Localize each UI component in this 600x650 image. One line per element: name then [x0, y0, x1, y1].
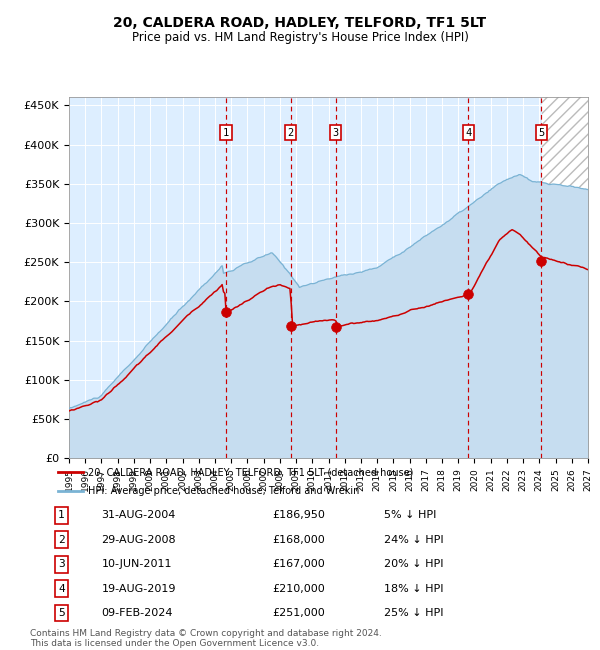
Text: £210,000: £210,000 [272, 584, 325, 593]
Text: 4: 4 [466, 128, 472, 138]
Text: 24% ↓ HPI: 24% ↓ HPI [385, 535, 444, 545]
Text: £168,000: £168,000 [272, 535, 325, 545]
Text: 29-AUG-2008: 29-AUG-2008 [101, 535, 176, 545]
Text: £251,000: £251,000 [272, 608, 325, 618]
Text: 2: 2 [287, 128, 294, 138]
Text: 25% ↓ HPI: 25% ↓ HPI [385, 608, 444, 618]
Text: 20, CALDERA ROAD, HADLEY, TELFORD, TF1 5LT: 20, CALDERA ROAD, HADLEY, TELFORD, TF1 5… [113, 16, 487, 30]
Text: 5: 5 [58, 608, 65, 618]
Text: 10-JUN-2011: 10-JUN-2011 [101, 559, 172, 569]
Text: 1: 1 [58, 510, 65, 520]
Text: Price paid vs. HM Land Registry's House Price Index (HPI): Price paid vs. HM Land Registry's House … [131, 31, 469, 44]
Text: 3: 3 [58, 559, 65, 569]
Text: 2: 2 [58, 535, 65, 545]
Text: Contains HM Land Registry data © Crown copyright and database right 2024.: Contains HM Land Registry data © Crown c… [30, 629, 382, 638]
Text: 18% ↓ HPI: 18% ↓ HPI [385, 584, 444, 593]
Text: 20% ↓ HPI: 20% ↓ HPI [385, 559, 444, 569]
Text: 3: 3 [332, 128, 339, 138]
Text: 4: 4 [58, 584, 65, 593]
Text: HPI: Average price, detached house, Telford and Wrekin: HPI: Average price, detached house, Telf… [88, 486, 359, 496]
Text: 5: 5 [538, 128, 544, 138]
Text: 19-AUG-2019: 19-AUG-2019 [101, 584, 176, 593]
Text: 1: 1 [223, 128, 229, 138]
Text: 31-AUG-2004: 31-AUG-2004 [101, 510, 176, 520]
Text: £167,000: £167,000 [272, 559, 325, 569]
Text: 5% ↓ HPI: 5% ↓ HPI [385, 510, 437, 520]
Text: £186,950: £186,950 [272, 510, 325, 520]
Text: 09-FEB-2024: 09-FEB-2024 [101, 608, 173, 618]
Text: 20, CALDERA ROAD, HADLEY, TELFORD, TF1 5LT (detached house): 20, CALDERA ROAD, HADLEY, TELFORD, TF1 5… [88, 467, 413, 477]
Text: This data is licensed under the Open Government Licence v3.0.: This data is licensed under the Open Gov… [30, 639, 319, 648]
